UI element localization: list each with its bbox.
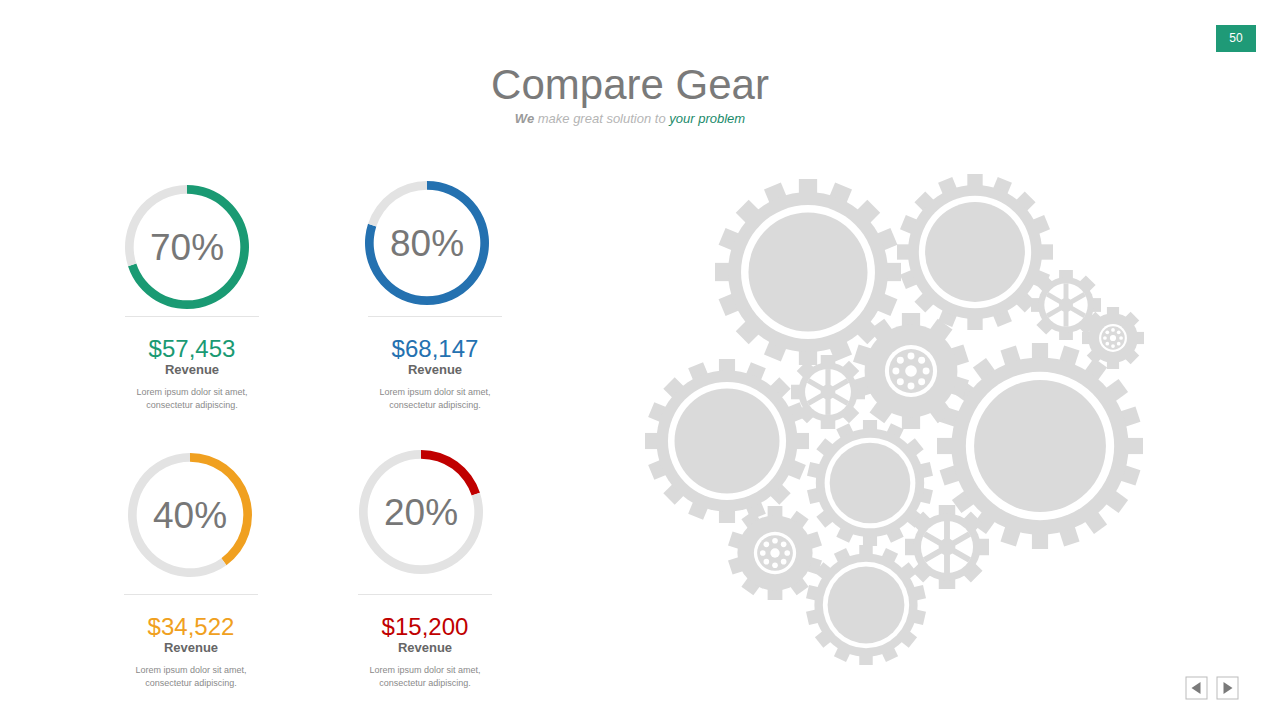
- html-text:consectetur adipiscing.: consectetur adipiscing.: [389, 400, 481, 410]
- html-text:Lorem ipsum dolor sit amet,: Lorem ipsum dolor sit amet,: [369, 665, 481, 675]
- html-text:Compare Gear: Compare Gear: [491, 61, 769, 108]
- svg-text:20%: 20%: [384, 492, 458, 533]
- html-text:Lorem ipsum dolor sit amet,: Lorem ipsum dolor sit amet,: [136, 387, 248, 397]
- html-text:consectetur adipiscing.: consectetur adipiscing.: [145, 678, 237, 688]
- html-text:Revenue: Revenue: [164, 362, 220, 377]
- html-text:$68,147: $68,147: [391, 335, 479, 362]
- html-text:consectetur adipiscing.: consectetur adipiscing.: [146, 400, 238, 410]
- svg-text:70%: 70%: [150, 227, 224, 268]
- html-text:50: 50: [1229, 31, 1243, 45]
- html-text:Revenue: Revenue: [407, 362, 463, 377]
- html-text:$57,453: $57,453: [148, 335, 236, 362]
- svg-text:40%: 40%: [153, 495, 227, 536]
- html-text:Lorem ipsum dolor sit amet,: Lorem ipsum dolor sit amet,: [379, 387, 491, 397]
- svg-text:80%: 80%: [390, 223, 464, 264]
- html-text:Lorem ipsum dolor sit amet,: Lorem ipsum dolor sit amet,: [135, 665, 247, 675]
- html-text:consectetur adipiscing.: consectetur adipiscing.: [379, 678, 471, 688]
- html-text:Revenue: Revenue: [397, 640, 453, 655]
- html-text:$15,200: $15,200: [381, 613, 469, 640]
- html-text:We make great solution to your: We make great solution to your problem: [514, 111, 746, 126]
- html-text:Revenue: Revenue: [163, 640, 219, 655]
- html-text:$34,522: $34,522: [147, 613, 235, 640]
